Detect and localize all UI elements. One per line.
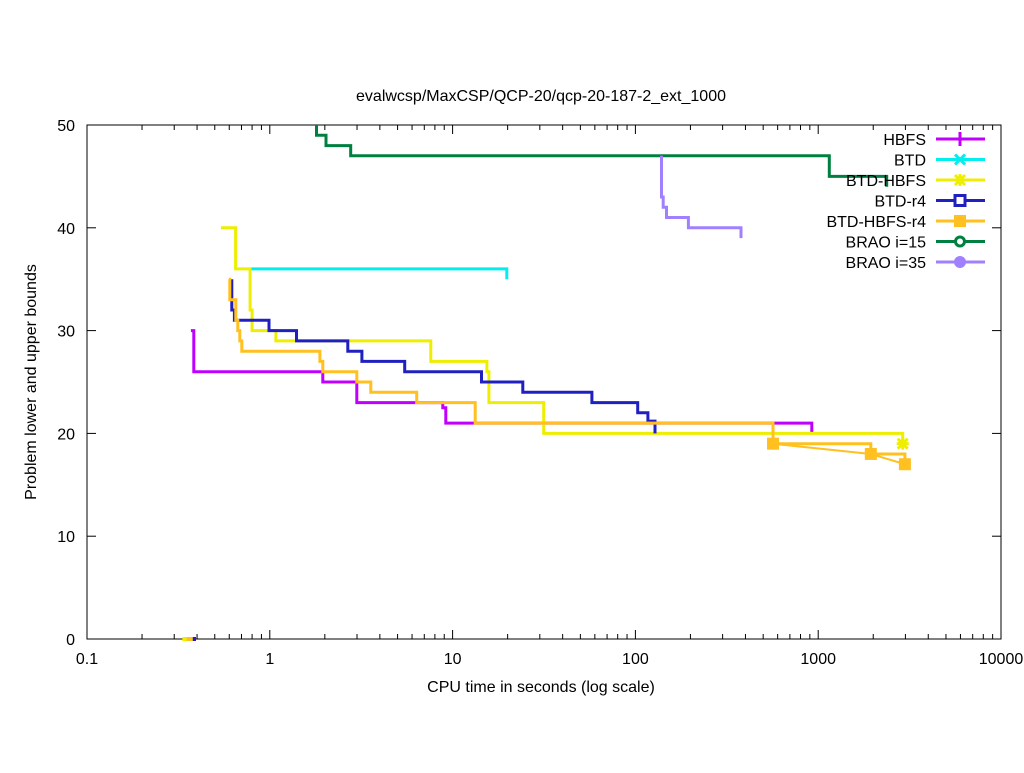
y-tick-label: 30	[57, 324, 75, 341]
y-axis-label: Problem lower and upper bounds	[23, 264, 40, 500]
plot-area	[182, 125, 911, 641]
series-btd-hbfs	[182, 226, 909, 641]
filled-circle-marker	[954, 256, 966, 268]
y-tick-label: 40	[57, 221, 75, 238]
legend-label: BTD-HBFS	[846, 173, 926, 190]
plus-marker	[953, 132, 967, 146]
series-btd-r4	[189, 279, 657, 641]
legend-label: BRAO i=35	[846, 255, 927, 272]
chart-title: evalwcsp/MaxCSP/QCP-20/qcp-20-187-2_ext_…	[356, 88, 726, 105]
series-line	[220, 226, 905, 444]
filled-box-marker	[767, 437, 780, 450]
filled-box-marker	[864, 447, 877, 460]
series-brao-i-15	[315, 125, 889, 187]
filled-box-marker	[954, 215, 966, 227]
legend: HBFS BTD BTD-HBFS BTD-r4 BTD-HBFS-r4 BRAO i=1…	[826, 132, 985, 272]
plot-border	[86, 124, 1002, 640]
y-tick-label: 10	[57, 529, 75, 546]
y-tick-label: 50	[57, 118, 75, 135]
y-tick-label: 0	[66, 632, 75, 649]
y-tick-label: 20	[57, 426, 75, 443]
box-marker	[953, 194, 967, 207]
x-tick-label: 10	[444, 651, 462, 668]
star-marker	[953, 173, 967, 187]
cross-marker	[953, 153, 967, 166]
series-btd	[184, 267, 509, 641]
series-line	[250, 267, 509, 280]
series-line	[660, 155, 743, 239]
series-line	[228, 277, 907, 465]
circle-marker	[954, 235, 966, 248]
x-tick-label: 100	[622, 651, 649, 668]
axes: 0.1 1 10 100 1000 10000 0 10 20 30 40 50	[57, 118, 1023, 668]
legend-label: HBFS	[883, 132, 926, 149]
legend-item: BTD	[894, 153, 985, 170]
zero-bound-mark	[186, 637, 193, 641]
series-line	[230, 279, 657, 434]
legend-item: HBFS	[883, 132, 985, 149]
legend-label: BTD-r4	[874, 194, 926, 211]
x-tick-label: 0.1	[76, 651, 98, 668]
legend-item: BRAO i=15	[846, 235, 985, 252]
legend-label: BTD	[894, 153, 926, 170]
x-tick-label: 1000	[800, 651, 836, 668]
x-tick-label: 10000	[979, 651, 1024, 668]
legend-label: BRAO i=15	[846, 235, 927, 252]
x-axis-label: CPU time in seconds (log scale)	[427, 679, 655, 696]
legend-item: BRAO i=35	[846, 255, 985, 272]
series-line	[315, 125, 889, 187]
x-tick-label: 1	[265, 651, 274, 668]
series-brao-i-35	[660, 155, 743, 239]
zero-bound-mark	[182, 637, 189, 641]
series-btd-hbfs-r4	[186, 277, 911, 641]
legend-item: BTD-HBFS	[846, 173, 985, 190]
filled-box-marker	[898, 458, 911, 471]
legend-item: BTD-HBFS-r4	[826, 214, 985, 231]
zero-bound-mark	[189, 637, 196, 641]
legend-label: BTD-HBFS-r4	[826, 214, 926, 231]
legend-item: BTD-r4	[874, 194, 985, 211]
star-marker	[896, 437, 909, 450]
